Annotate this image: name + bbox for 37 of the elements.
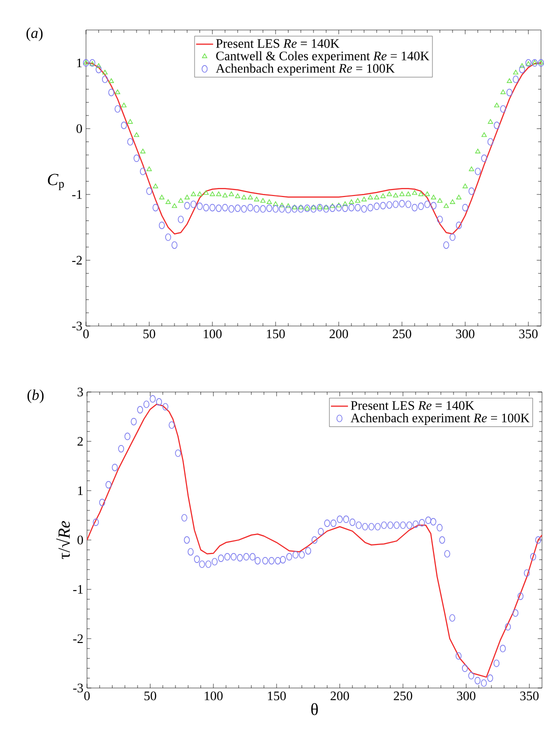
chart-title: (a): [26, 28, 43, 42]
x-tick-label: 250: [394, 692, 412, 700]
legend-label: Present LES Re = 140K: [350, 401, 474, 410]
x-tick-label: 150: [268, 692, 286, 700]
y-tick-label: 2: [78, 437, 83, 446]
x-tick-label: 350: [519, 330, 538, 338]
x-axis-title: θ: [311, 703, 318, 716]
y-axis-title: C$_{p}$: [48, 174, 64, 190]
x-tick-label: 50: [144, 692, 156, 700]
x-tick-label: 150: [267, 330, 285, 338]
x-tick-label: 100: [204, 330, 222, 338]
x-tick-label: 250: [392, 330, 412, 338]
x-tick-label: 200: [330, 330, 348, 338]
x-tick-label: 200: [330, 692, 349, 700]
x-tick-label: 50: [143, 330, 156, 338]
chart-title: (b): [27, 390, 44, 404]
x-tick-label: 300: [456, 330, 474, 338]
y-tick-label: 0: [76, 124, 82, 134]
y-tick-label: -2: [72, 256, 82, 265]
y-tick-label: 1: [77, 58, 82, 68]
legend-label: Present LES Re = 140K: [216, 39, 340, 48]
legend-label: Achenbach experiment Re = 100K: [216, 64, 395, 76]
y-tick-label: -3: [73, 684, 83, 692]
legend-label: Cantwell & Coles experiment Re = 140K: [216, 51, 430, 63]
legend-label: Achenbach experiment Re = 100K: [350, 413, 530, 425]
y-tick-label: -1: [72, 190, 82, 199]
y-tick-label: 1: [78, 486, 83, 495]
x-tick-label: 100: [204, 692, 223, 700]
x-tick-label: 350: [520, 692, 539, 700]
y-tick-label: -1: [73, 585, 83, 594]
x-tick-label: 0: [84, 692, 90, 700]
x-tick-label: 0: [83, 330, 89, 338]
x-tick-label: 300: [457, 692, 476, 700]
y-tick-label: 3: [78, 388, 83, 396]
y-tick-label: -3: [72, 322, 82, 330]
y-tick-label: 0: [78, 536, 83, 544]
y-tick-label: -2: [73, 634, 83, 643]
